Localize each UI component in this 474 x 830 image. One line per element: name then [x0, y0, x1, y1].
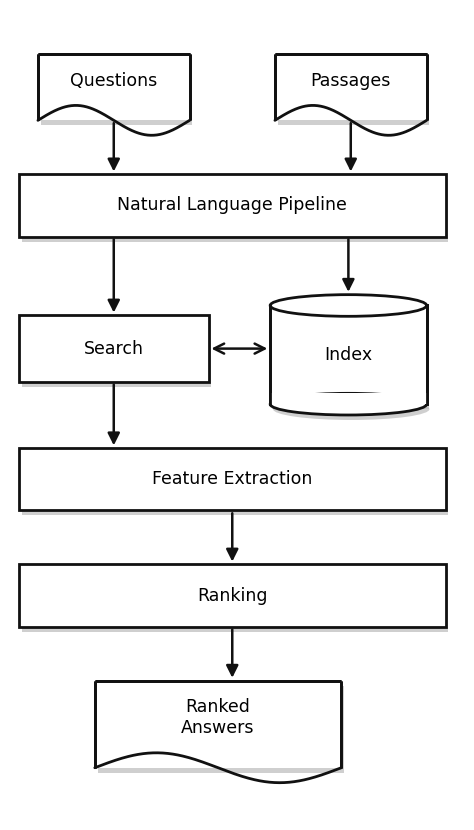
FancyBboxPatch shape: [19, 174, 446, 237]
FancyBboxPatch shape: [98, 686, 344, 773]
Text: Index: Index: [324, 346, 373, 364]
FancyBboxPatch shape: [270, 393, 427, 404]
FancyBboxPatch shape: [275, 54, 427, 120]
Text: Passages: Passages: [310, 71, 391, 90]
Ellipse shape: [270, 295, 427, 316]
Text: Questions: Questions: [70, 71, 157, 90]
FancyBboxPatch shape: [38, 54, 190, 120]
FancyBboxPatch shape: [270, 305, 427, 404]
FancyBboxPatch shape: [22, 179, 448, 242]
FancyBboxPatch shape: [22, 569, 448, 632]
Text: Natural Language Pipeline: Natural Language Pipeline: [118, 197, 347, 214]
Text: Search: Search: [84, 339, 144, 358]
Ellipse shape: [270, 393, 427, 415]
Text: Ranking: Ranking: [197, 587, 267, 604]
Text: Ranked
Answers: Ranked Answers: [181, 698, 255, 737]
FancyBboxPatch shape: [19, 448, 446, 510]
Ellipse shape: [273, 398, 429, 420]
FancyBboxPatch shape: [278, 59, 429, 125]
FancyBboxPatch shape: [273, 310, 429, 409]
FancyBboxPatch shape: [41, 59, 192, 125]
FancyBboxPatch shape: [22, 320, 211, 387]
FancyBboxPatch shape: [22, 453, 448, 515]
FancyBboxPatch shape: [19, 564, 446, 627]
FancyBboxPatch shape: [19, 315, 209, 382]
FancyBboxPatch shape: [95, 681, 341, 768]
Text: Feature Extraction: Feature Extraction: [152, 471, 312, 488]
